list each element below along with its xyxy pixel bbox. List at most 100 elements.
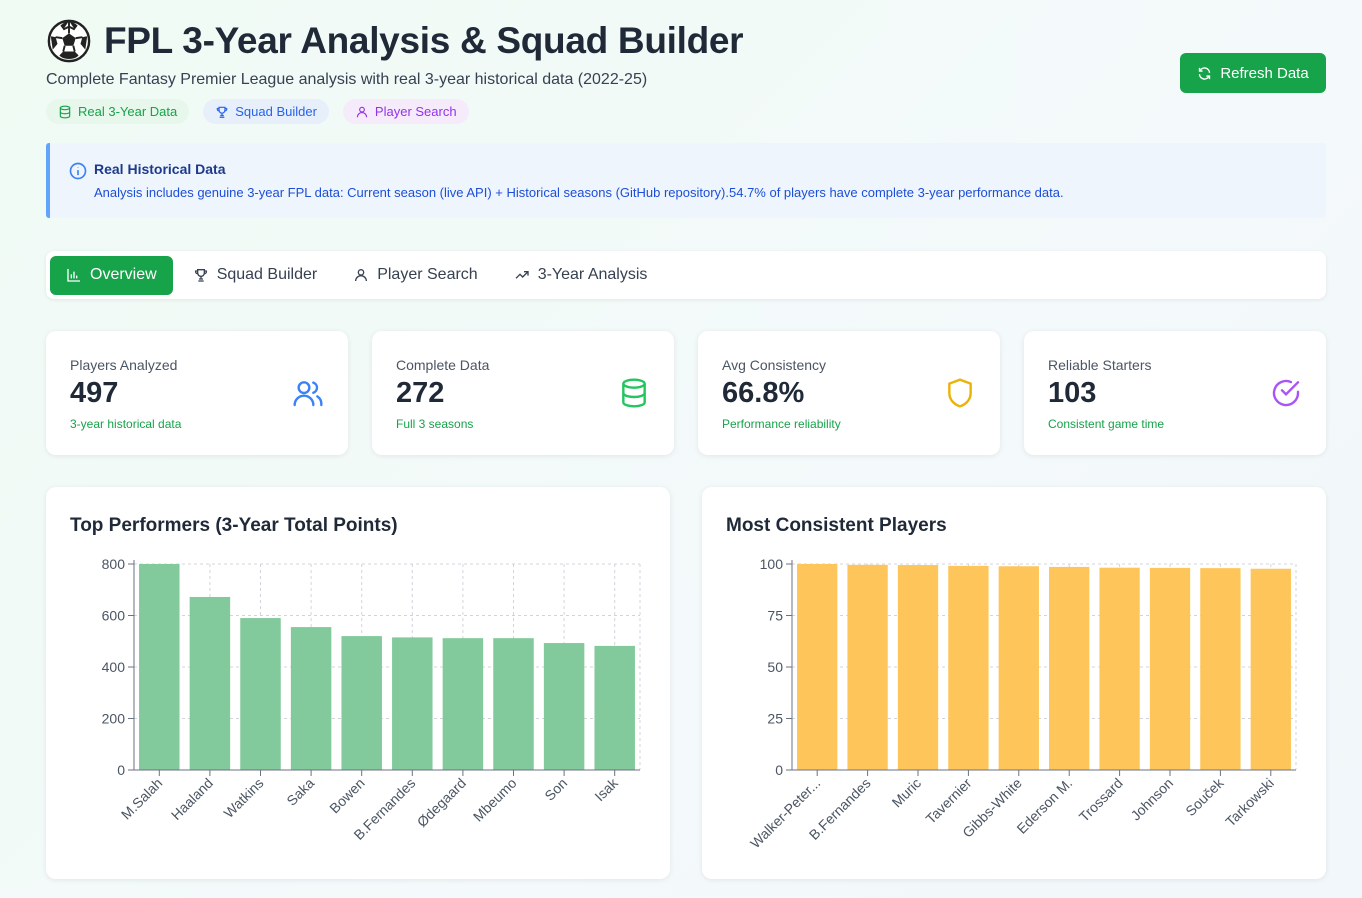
x-tick-label: Bowen	[326, 775, 368, 817]
chart-bar	[1250, 568, 1291, 770]
x-tick-label: Son	[541, 775, 570, 804]
chart-bar	[1049, 566, 1090, 770]
tab-label: Overview	[90, 266, 157, 283]
top-performers-chart: 0 200 400 600 800 M.Salah Haaland Watkins Saka Bo…	[102, 556, 641, 843]
stat-label: Players Analyzed	[70, 357, 178, 373]
chart-bar	[189, 596, 231, 770]
chart-card-top-performers: Top Performers (3-Year Total Points) 0 20…	[46, 487, 670, 879]
user-icon	[355, 269, 368, 282]
x-tick-label: Tavernier	[922, 775, 974, 827]
page-header: FPL 3-Year Analysis & Squad Builder Comp…	[46, 18, 744, 124]
chart-bar	[897, 565, 939, 770]
stat-sub: 3-year historical data	[70, 417, 182, 431]
chip-squad-builder: Squad Builder	[203, 99, 329, 124]
refresh-data-button[interactable]: Refresh Data	[1180, 53, 1326, 93]
info-banner: Real Historical Data Analysis includes g…	[46, 143, 1326, 218]
tab-label: Player Search	[377, 266, 478, 283]
x-tick-label: Haaland	[168, 775, 216, 823]
chart-card-most-consistent: Most Consistent Players 0 25 50 75 100 Walker…	[702, 487, 1326, 879]
trending-up-icon	[515, 271, 529, 279]
soccer-ball-icon	[47, 19, 91, 63]
chip-label: Squad Builder	[235, 104, 317, 119]
stat-value: 66.8%	[722, 377, 805, 409]
stat-value: 272	[396, 377, 445, 409]
stat-sub: Full 3 seasons	[396, 417, 474, 431]
x-tick-label: Muric	[889, 775, 925, 811]
stat-value: 103	[1048, 377, 1097, 409]
x-tick-label: Ødegaard	[414, 775, 469, 830]
chip-label: Player Search	[374, 104, 457, 119]
chart-title: Most Consistent Players	[726, 515, 947, 536]
y-tick-label: 0	[775, 762, 783, 778]
y-tick-label: 600	[102, 608, 126, 624]
chart-bar	[998, 566, 1039, 770]
chart-bar	[948, 565, 989, 770]
page-title: FPL 3-Year Analysis & Squad Builder	[104, 20, 744, 61]
x-tick-label: Johnson	[1127, 775, 1176, 824]
stat-label: Reliable Starters	[1048, 357, 1152, 373]
chart-bar	[1149, 567, 1191, 770]
x-tick-label: Watkins	[220, 775, 266, 821]
tab-3-year-analysis[interactable]: 3-Year Analysis	[498, 256, 664, 295]
chip-label: Real 3-Year Data	[78, 104, 178, 119]
tab-overview[interactable]: Overview	[50, 255, 173, 295]
chart-bar	[341, 636, 382, 770]
x-tick-label: Walker-Peter...	[747, 775, 823, 851]
refresh-icon	[1199, 66, 1211, 80]
y-tick-label: 75	[767, 608, 783, 624]
info-text: Analysis includes genuine 3-year FPL dat…	[94, 185, 1064, 200]
stat-sub: Consistent game time	[1048, 417, 1165, 431]
x-tick-label: Souček	[1182, 774, 1227, 819]
page-subtitle: Complete Fantasy Premier League analysis…	[46, 71, 648, 88]
chart-bar	[392, 637, 433, 770]
chart-bar	[1200, 568, 1241, 770]
database-icon	[59, 105, 71, 118]
y-tick-label: 25	[767, 711, 783, 727]
x-tick-label: M.Salah	[118, 775, 166, 823]
x-tick-label: Saka	[283, 775, 317, 809]
chart-bar	[139, 564, 180, 770]
stat-value: 497	[70, 377, 119, 409]
y-tick-label: 100	[760, 556, 784, 572]
bar-chart-icon	[67, 269, 80, 282]
feature-chips: Real 3-Year Data Squad Builder Player Se…	[46, 99, 743, 124]
info-title: Real Historical Data	[94, 161, 226, 177]
y-tick-label: 0	[117, 762, 125, 778]
stat-card-reliable-starters: Reliable Starters 103 Consistent game ti…	[1024, 331, 1326, 455]
y-tick-label: 50	[767, 659, 783, 675]
chart-bar	[543, 643, 585, 770]
chart-bar	[594, 645, 635, 770]
refresh-label: Refresh Data	[1220, 64, 1309, 82]
chart-bar	[290, 627, 332, 770]
trophy-icon	[194, 269, 207, 282]
chart-bar	[240, 618, 281, 770]
x-tick-label: Tarkowski	[1222, 775, 1277, 830]
x-tick-label: Mbeumo	[470, 775, 520, 825]
x-tick-label: Trossard	[1076, 775, 1126, 825]
info-icon	[69, 162, 87, 180]
chart-bar	[1099, 567, 1140, 770]
check-circle-icon	[1272, 379, 1300, 407]
chip-player-search: Player Search	[342, 99, 469, 124]
stat-sub: Performance reliability	[722, 417, 841, 431]
x-tick-label: Isak	[591, 774, 621, 804]
chart-title: Top Performers (3-Year Total Points)	[70, 515, 398, 536]
stat-label: Complete Data	[396, 357, 490, 373]
main-tabs: Overview Squad Builder Player Search 3-Y…	[46, 251, 1326, 299]
y-tick-label: 800	[102, 556, 126, 572]
stat-label: Avg Consistency	[722, 357, 827, 373]
shield-icon	[948, 378, 972, 408]
tab-squad-builder[interactable]: Squad Builder	[177, 256, 334, 295]
y-tick-label: 400	[102, 659, 126, 675]
stat-card-complete-data: Complete Data 272 Full 3 seasons	[372, 331, 674, 455]
tab-label: 3-Year Analysis	[537, 266, 648, 283]
chart-bar	[797, 564, 838, 770]
tab-label: Squad Builder	[216, 266, 318, 283]
users-icon	[293, 381, 323, 407]
y-tick-label: 200	[102, 711, 126, 727]
database-icon	[622, 378, 646, 408]
trophy-icon	[216, 106, 228, 118]
title-row: FPL 3-Year Analysis & Squad Builder	[46, 18, 744, 64]
tab-player-search[interactable]: Player Search	[337, 256, 494, 295]
